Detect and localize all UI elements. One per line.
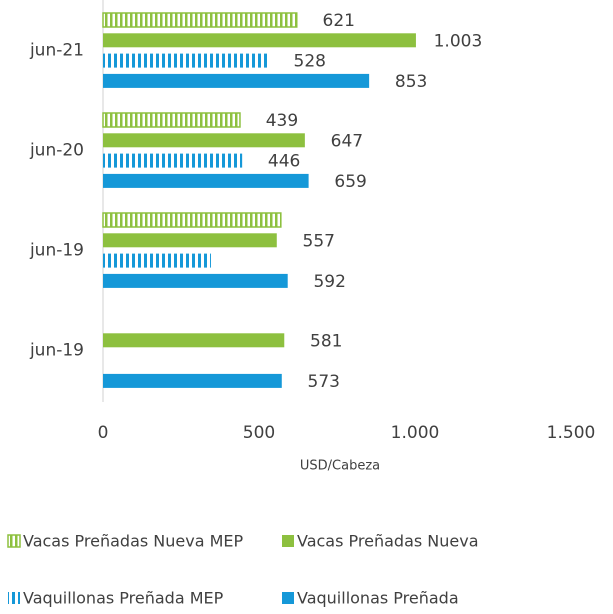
bar — [103, 33, 416, 48]
legend-label: Vacas Preñadas Nueva MEP — [23, 532, 244, 551]
bar — [103, 133, 305, 148]
y-tick-label: jun-19 — [29, 341, 84, 361]
legend-label: Vacas Preñadas Nueva — [297, 532, 479, 551]
legend-swatch — [8, 592, 20, 604]
y-tick-label: jun-20 — [29, 141, 84, 161]
bar — [103, 333, 285, 348]
data-label: 853 — [395, 72, 427, 92]
legend-label: Vaquillonas Preñada MEP — [23, 589, 224, 608]
x-axis-label: USD/Cabeza — [300, 459, 380, 474]
legend-swatch — [7, 534, 21, 548]
legend-swatch — [282, 535, 294, 547]
bar — [102, 12, 298, 28]
data-label: 439 — [266, 111, 298, 131]
bar — [103, 153, 243, 168]
bar — [103, 173, 309, 188]
data-label: 528 — [294, 52, 326, 72]
bar — [103, 253, 211, 268]
data-label: 1.003 — [434, 31, 483, 51]
data-label: 446 — [268, 152, 300, 172]
x-tick-label: 1.000 — [391, 423, 440, 443]
data-label: 592 — [313, 272, 345, 292]
bar — [103, 73, 370, 88]
bar — [103, 273, 288, 288]
legend-swatch — [282, 592, 294, 604]
data-label: 647 — [331, 131, 363, 151]
data-label: 581 — [310, 331, 342, 351]
y-tick-label: jun-19 — [29, 241, 84, 261]
x-tick-label: 500 — [243, 423, 275, 443]
data-label: 557 — [303, 231, 335, 251]
x-tick-label: 1.500 — [547, 423, 596, 443]
bar — [102, 212, 282, 228]
x-tick-label: 0 — [98, 423, 109, 443]
data-label: 621 — [323, 11, 355, 31]
data-label: 573 — [308, 372, 340, 392]
bar — [103, 373, 282, 388]
data-label: 659 — [334, 172, 366, 192]
y-tick-label: jun-21 — [29, 41, 84, 61]
bar — [103, 233, 277, 248]
bar — [102, 112, 241, 128]
legend-label: Vaquillonas Preñada — [297, 589, 459, 608]
bar — [103, 53, 268, 68]
